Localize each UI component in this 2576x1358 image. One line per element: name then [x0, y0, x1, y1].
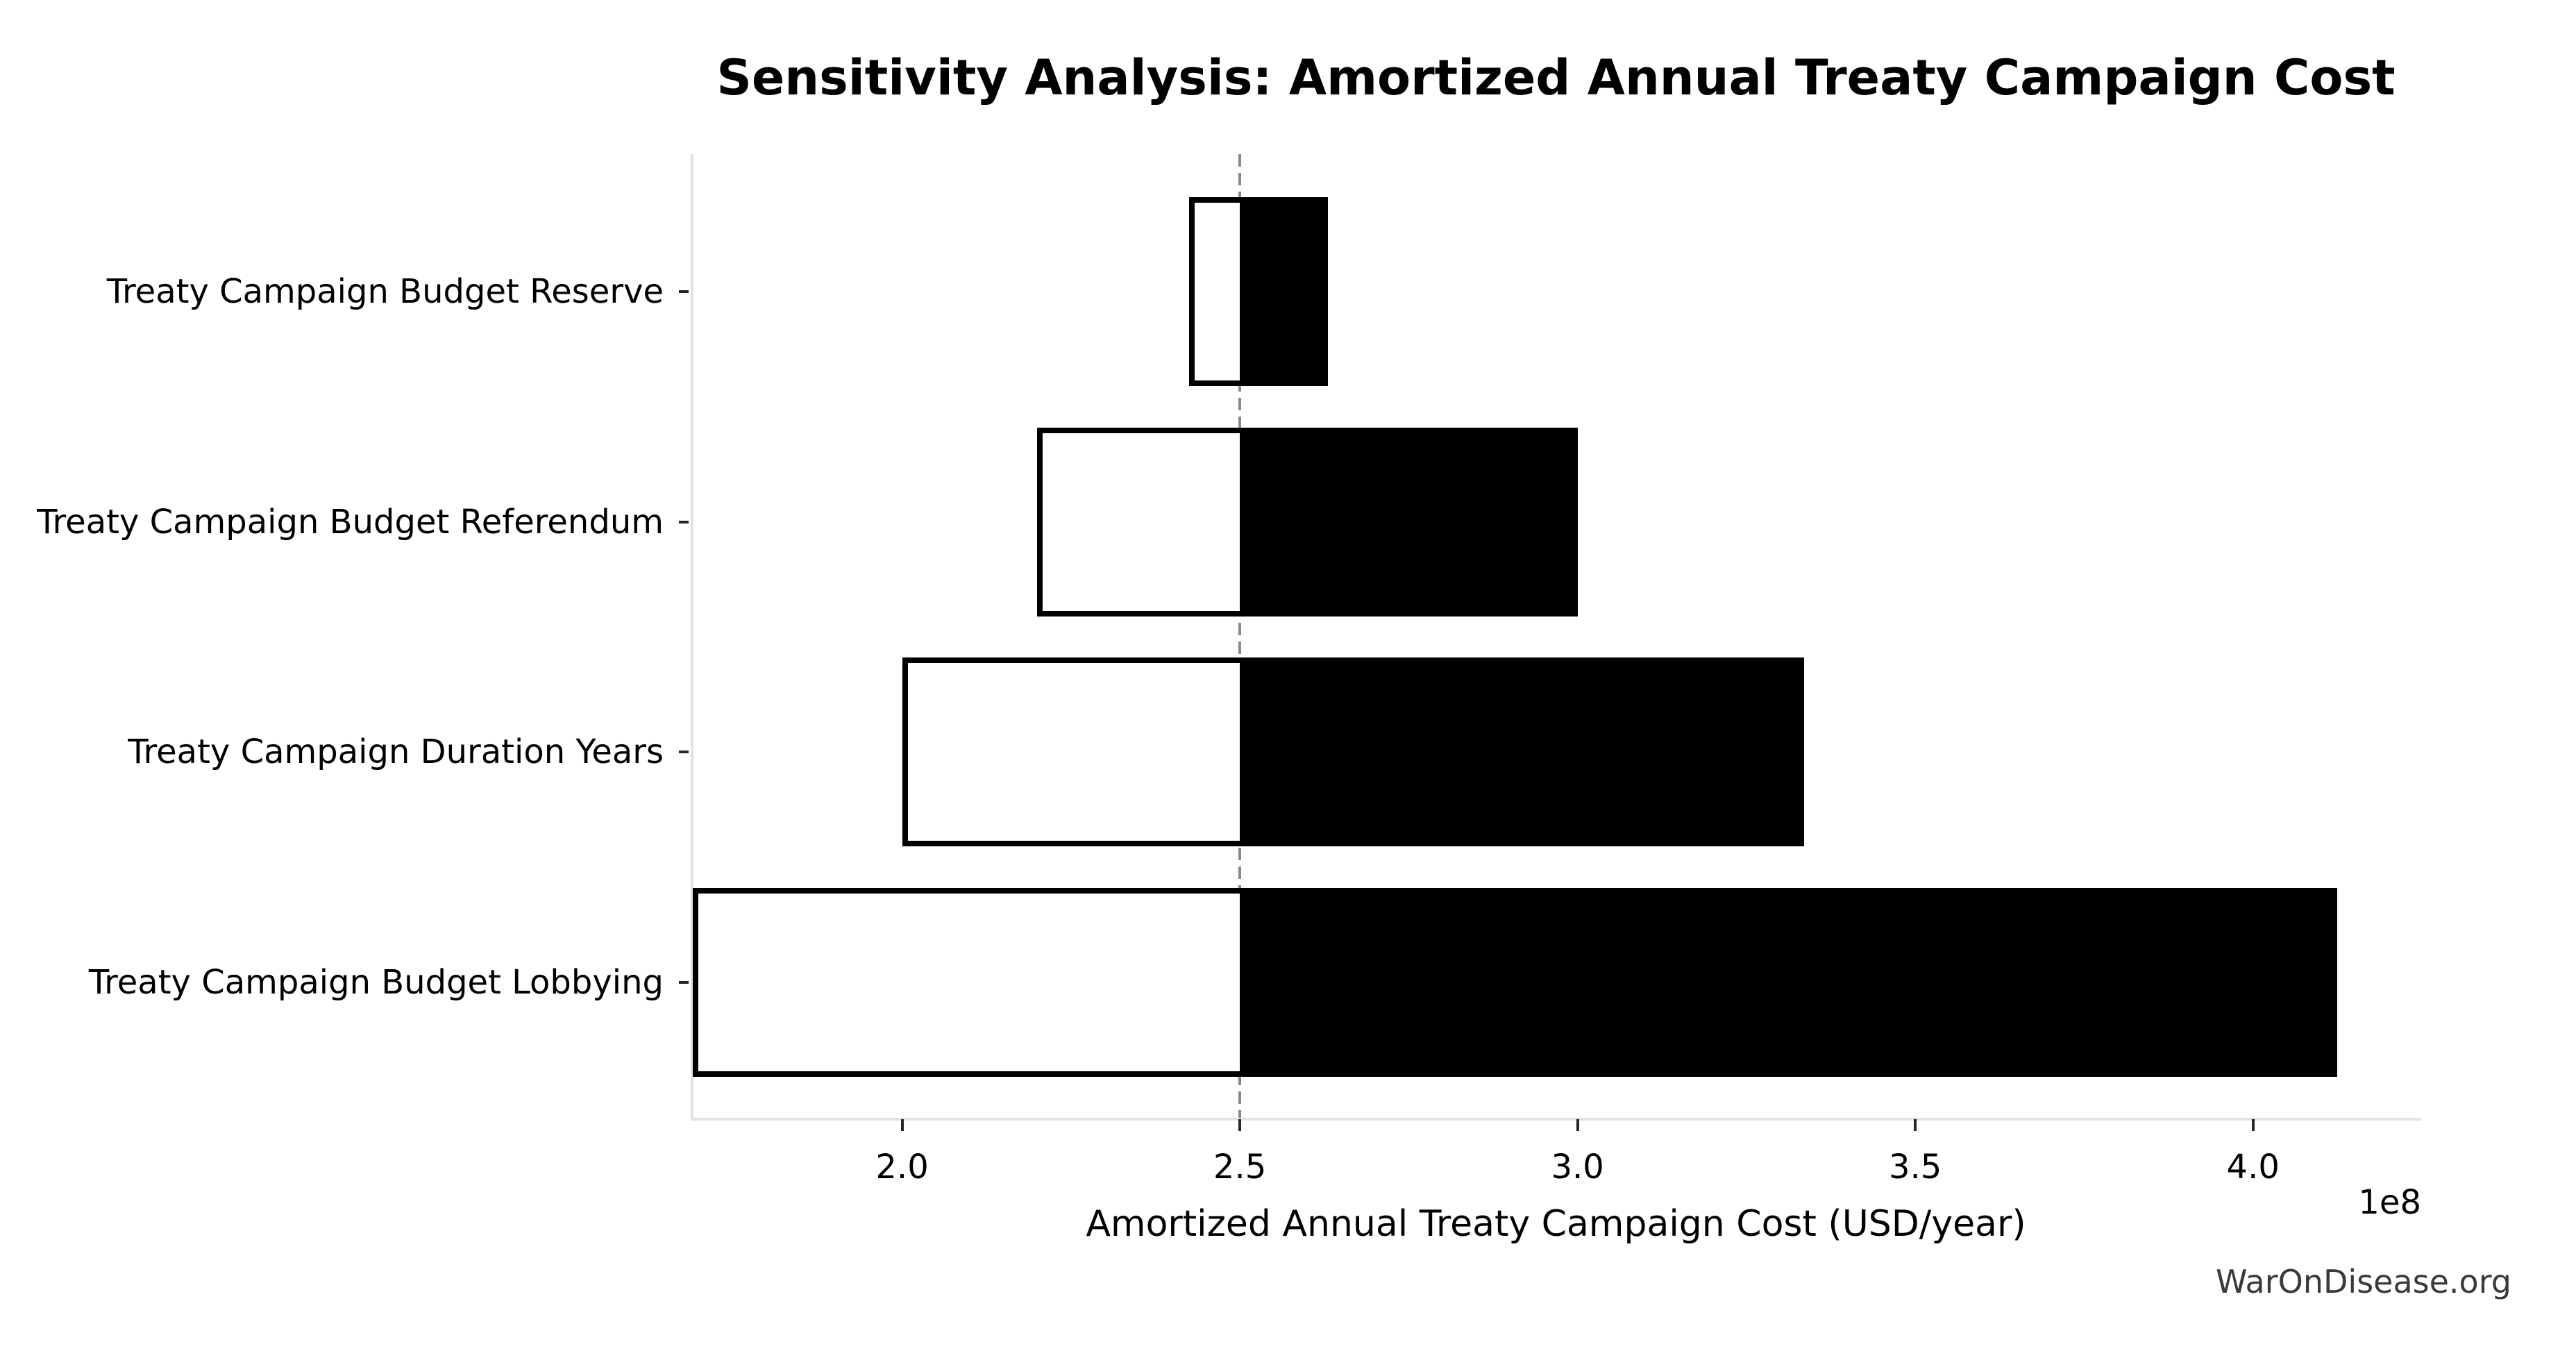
bar-low-0 [1189, 197, 1246, 386]
y-tick-label: Treaty Campaign Budget Lobbying [88, 963, 664, 1003]
x-axis-offset-label: 1e8 [2358, 1183, 2421, 1222]
bar-low-1 [1037, 427, 1246, 617]
x-tick-label: 2.5 [1213, 1148, 1267, 1187]
x-tick-mark [2251, 1119, 2255, 1131]
y-axis-spine [691, 154, 693, 1121]
watermark: WarOnDisease.org [2216, 1263, 2511, 1300]
y-tick-label: Treaty Campaign Budget Referendum [37, 502, 664, 542]
bar-high-2 [1240, 657, 1804, 847]
x-tick-mark [900, 1119, 904, 1131]
y-tick-mark [679, 290, 689, 293]
bar-high-3 [1240, 888, 2338, 1078]
bar-high-0 [1240, 197, 1328, 386]
baseline-dashed-line [1238, 154, 1242, 1118]
x-axis-spine [691, 1118, 2421, 1121]
plot-area [679, 154, 2421, 1131]
x-tick-label: 2.0 [875, 1148, 929, 1187]
x-tick-label: 3.0 [1551, 1148, 1604, 1187]
x-tick-label: 4.0 [2226, 1148, 2280, 1187]
x-tick-mark [1914, 1119, 1917, 1131]
y-tick-mark [679, 981, 689, 984]
y-tick-mark [679, 751, 689, 754]
y-tick-label: Treaty Campaign Duration Years [128, 732, 664, 772]
chart-title: Sensitivity Analysis: Amortized Annual T… [716, 49, 2396, 106]
bar-high-1 [1240, 427, 1578, 617]
x-tick-label: 3.5 [1889, 1148, 1942, 1187]
x-tick-mark [1238, 1119, 1242, 1131]
x-tick-mark [1576, 1119, 1579, 1131]
y-tick-label: Treaty Campaign Budget Reserve [106, 272, 664, 311]
y-tick-mark [679, 520, 689, 523]
x-axis-label: Amortized Annual Treaty Campaign Cost (U… [1086, 1203, 2026, 1245]
bar-low-2 [902, 657, 1246, 847]
bar-low-3 [692, 888, 1246, 1078]
